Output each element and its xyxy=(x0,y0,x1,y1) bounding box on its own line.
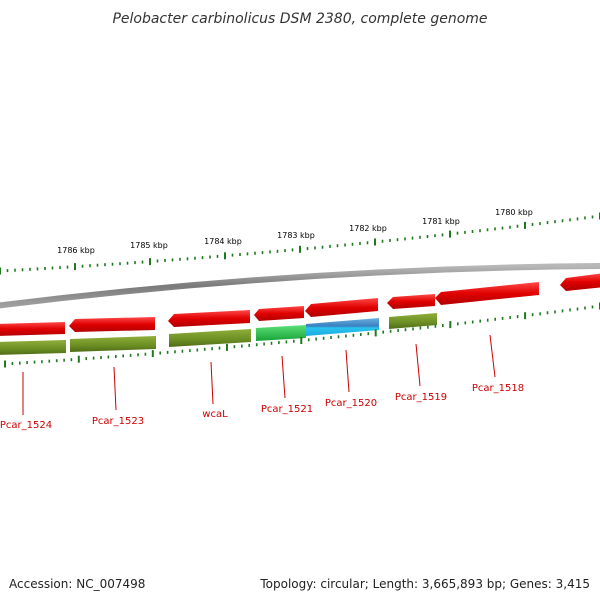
gene-arrow-pcar-1523[interactable] xyxy=(69,317,155,332)
gene-arrow-pcar-1520[interactable] xyxy=(305,298,378,317)
gene-arrow-pcar-1518[interactable] xyxy=(435,282,539,305)
tick-label-1782: 1782 kbp xyxy=(349,224,387,233)
leader-line-pcar-1520 xyxy=(345,349,350,393)
map-title: Pelobacter carbinolicus DSM 2380, comple… xyxy=(112,11,487,27)
gene-labels: Pcar_1524 Pcar_1523 wcaL Pcar_1521 Pcar_… xyxy=(0,383,524,431)
gene-label-pcar-1518[interactable]: Pcar_1518 xyxy=(472,383,524,394)
cds-block-pcar-1523[interactable] xyxy=(70,336,156,352)
gene-arrow-pcar-1519[interactable] xyxy=(387,294,435,309)
leader-line-pcar-1521 xyxy=(281,355,286,399)
tick-label-1781: 1781 kbp xyxy=(422,217,460,226)
gene-label-pcar-1519[interactable]: Pcar_1519 xyxy=(395,392,447,403)
tick-label-1785: 1785 kbp xyxy=(130,241,168,250)
inner-ruler-ticks xyxy=(4,302,600,368)
tick-label-1780: 1780 kbp xyxy=(495,208,533,217)
gene-arrow-pcar-1524[interactable] xyxy=(0,322,65,336)
leader-line-wcal xyxy=(210,361,214,405)
gene-label-pcar-1523[interactable]: Pcar_1523 xyxy=(92,416,144,427)
gene-arrow-next[interactable] xyxy=(560,273,600,291)
gene-label-pcar-1520[interactable]: Pcar_1520 xyxy=(325,398,377,409)
tick-label-1786: 1786 kbp xyxy=(57,246,95,255)
gene-label-pcar-1524[interactable]: Pcar_1524 xyxy=(0,420,52,431)
tick-label-1784: 1784 kbp xyxy=(204,237,242,246)
leader-line-pcar-1518 xyxy=(489,334,496,378)
label-leader-lines xyxy=(22,334,496,415)
cds-block-pcar-1521[interactable] xyxy=(256,325,306,341)
cds-feature-track xyxy=(0,313,437,355)
gene-arrow-wcal[interactable] xyxy=(168,310,250,327)
gene-label-wcal[interactable]: wcaL xyxy=(202,409,228,420)
kbp-scale-labels: 1786 kbp 1785 kbp 1784 kbp 1783 kbp 1782… xyxy=(57,208,533,255)
cds-block-wcal[interactable] xyxy=(169,329,251,347)
leader-line-pcar-1523 xyxy=(113,366,117,411)
genome-summary-text: Topology: circular; Length: 3,665,893 bp… xyxy=(260,577,590,591)
gene-arrow-track xyxy=(0,273,600,336)
cds-block-pcar-1524[interactable] xyxy=(0,340,66,355)
accession-text: Accession: NC_007498 xyxy=(9,577,146,591)
tick-label-1783: 1783 kbp xyxy=(277,231,315,240)
leader-line-pcar-1519 xyxy=(415,343,421,387)
outer-ruler-ticks xyxy=(0,212,600,275)
genome-backbone xyxy=(0,263,600,309)
gene-label-pcar-1521[interactable]: Pcar_1521 xyxy=(261,404,313,415)
gene-arrow-pcar-1521[interactable] xyxy=(254,306,304,321)
cds-block-pcar-1519[interactable] xyxy=(389,313,437,329)
cds-block-pcar-1520[interactable] xyxy=(306,318,379,336)
